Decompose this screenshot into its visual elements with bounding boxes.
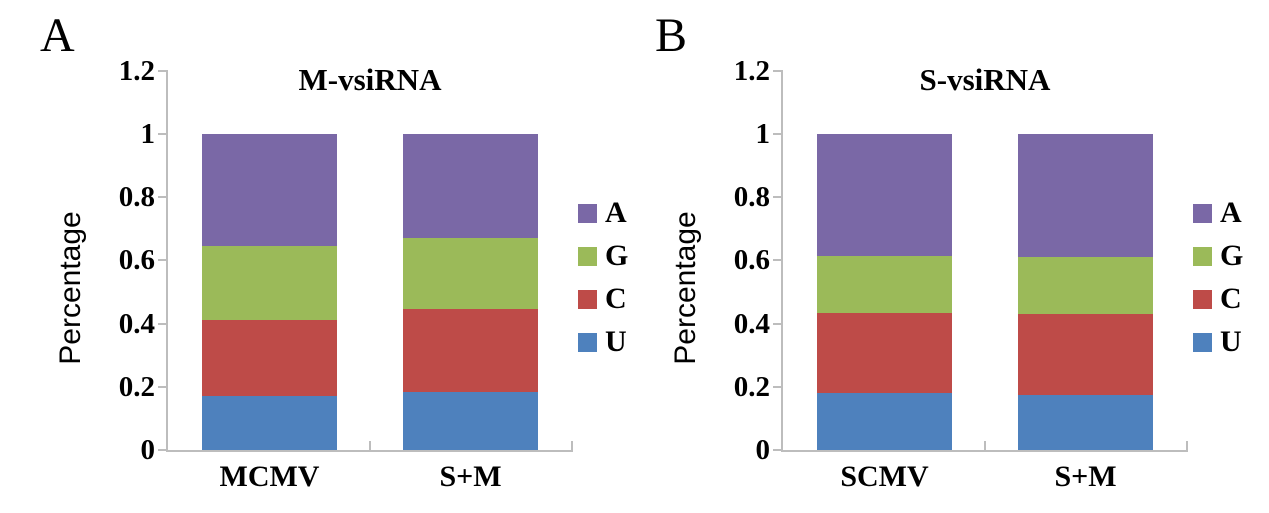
legend-swatch-C xyxy=(578,289,597,309)
y-tick-mark xyxy=(773,322,781,325)
y-tick-mark xyxy=(773,133,781,135)
bar-segment-C xyxy=(403,309,538,392)
legend-item-G: G xyxy=(1193,238,1243,274)
bar-segment-G xyxy=(202,246,337,321)
bar-segment-C xyxy=(817,312,952,394)
legend-item-U: U xyxy=(578,324,627,360)
y-tick-label: 0.2 xyxy=(733,370,770,403)
bar-segment-U xyxy=(1018,394,1153,450)
chart-title-a: M-vsiRNA xyxy=(298,62,442,97)
bar-segment-C xyxy=(202,320,337,397)
category-label: S+M xyxy=(1054,460,1117,493)
legend-item-A: A xyxy=(1193,195,1242,231)
x-axis-line xyxy=(166,450,573,452)
legend-item-C: C xyxy=(578,281,627,317)
legend-label: A xyxy=(605,196,627,229)
y-tick-mark xyxy=(773,385,781,388)
bar-segment-G xyxy=(1018,257,1153,315)
legend-label: U xyxy=(605,325,627,358)
legend-swatch-A xyxy=(578,203,597,223)
y-tick-label: 1.2 xyxy=(118,54,155,87)
bar-segment-U xyxy=(817,393,952,450)
category-label: MCMV xyxy=(219,460,320,493)
bar-segment-C xyxy=(1018,314,1153,395)
panel-a: A M-vsiRNA Percentage 0 0.2 0.4 0.6 0.8 1 1.2 … xyxy=(40,9,628,493)
y-tick-mark xyxy=(158,449,166,451)
y-tick-mark xyxy=(158,69,166,72)
y-tick-label: 0 xyxy=(755,434,771,466)
legend-label: A xyxy=(1220,196,1242,229)
legend-swatch-G xyxy=(578,246,597,266)
y-tick-mark xyxy=(773,259,781,262)
legend-label: U xyxy=(1220,325,1242,358)
bar-MCMV xyxy=(202,134,337,450)
y-tick-label: 0 xyxy=(140,434,156,466)
legend-swatch-C xyxy=(1193,289,1212,309)
panel-letter-a: A xyxy=(40,9,75,62)
y-tick-label: 0.2 xyxy=(118,370,155,403)
chart-title-b: S-vsiRNA xyxy=(919,62,1051,97)
bar-S+M xyxy=(403,134,538,450)
bar-segment-G xyxy=(817,255,952,313)
legend-item-C: C xyxy=(1193,281,1242,317)
legend-swatch-A xyxy=(1193,203,1212,223)
y-tick-label: 1.2 xyxy=(733,54,770,87)
x-tick-mark xyxy=(984,441,986,450)
panel-letter-b: B xyxy=(655,9,688,62)
y-tick-mark xyxy=(158,385,166,388)
y-tick-label: 0.6 xyxy=(118,244,155,277)
panel-b: B S-vsiRNA Percentage 0 0.2 0.4 0.6 0.8 1 1.2 … xyxy=(615,0,1269,513)
y-tick-mark xyxy=(158,133,166,135)
y-tick-label: 0.6 xyxy=(733,244,770,277)
legend-item-U: U xyxy=(1193,324,1242,360)
y-tick-mark xyxy=(158,196,166,199)
bar-segment-A xyxy=(1018,134,1153,258)
y-tick-label: 1 xyxy=(755,118,771,150)
x-tick-mark xyxy=(1186,441,1188,450)
y-tick-label: 0.4 xyxy=(118,307,155,340)
category-label: S+M xyxy=(439,460,502,493)
bar-segment-U xyxy=(202,396,337,450)
bar-segment-G xyxy=(403,238,538,310)
legend-item-A: A xyxy=(578,195,627,231)
legend-label: C xyxy=(605,282,627,315)
y-tick-label: 0.4 xyxy=(733,307,770,340)
y-tick-mark xyxy=(773,449,781,451)
legend-label: G xyxy=(605,239,629,272)
legend-label: C xyxy=(1220,282,1242,315)
bar-segment-A xyxy=(817,134,952,256)
category-label: SCMV xyxy=(840,460,929,493)
y-axis-line xyxy=(781,70,783,452)
legend-swatch-G xyxy=(1193,246,1212,266)
legend-swatch-U xyxy=(578,332,597,352)
bar-SCMV xyxy=(817,134,952,450)
x-tick-mark xyxy=(571,441,573,450)
bar-segment-A xyxy=(403,134,538,239)
bar-S+M xyxy=(1018,134,1153,450)
x-tick-mark xyxy=(369,441,371,450)
x-axis-line xyxy=(781,450,1188,452)
y-tick-mark xyxy=(773,196,781,199)
legend-item-G: G xyxy=(578,238,628,274)
y-axis-line xyxy=(166,70,168,452)
legend-label: G xyxy=(1220,239,1244,272)
y-tick-mark xyxy=(773,69,781,72)
y-tick-label: 0.8 xyxy=(733,181,770,214)
legend-swatch-U xyxy=(1193,332,1212,352)
bar-segment-A xyxy=(202,134,337,247)
y-tick-mark xyxy=(158,322,166,325)
y-tick-mark xyxy=(158,259,166,262)
y-tick-label: 1 xyxy=(140,118,156,150)
y-tick-label: 0.8 xyxy=(118,181,155,214)
bar-segment-U xyxy=(403,391,538,450)
